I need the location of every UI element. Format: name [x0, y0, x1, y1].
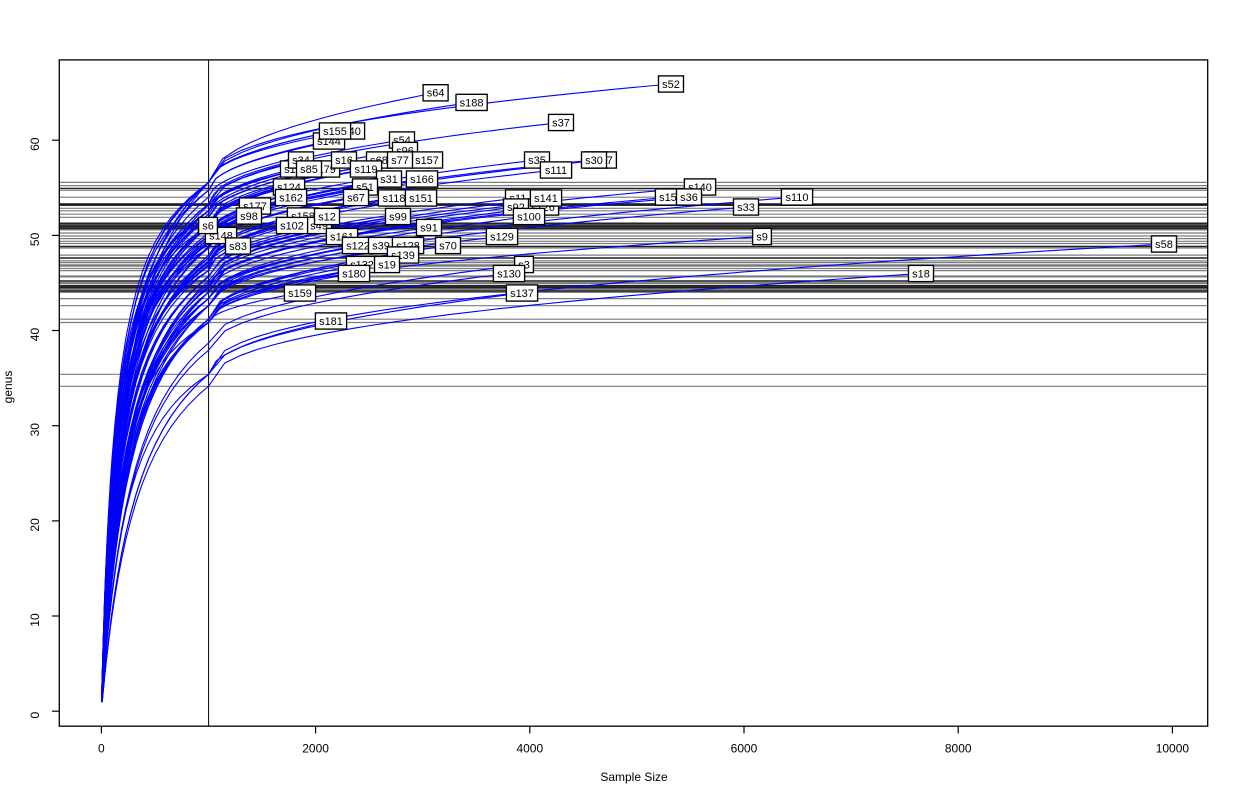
svg-text:s16: s16 — [335, 155, 353, 167]
svg-text:s37: s37 — [552, 117, 570, 129]
svg-text:s129: s129 — [490, 231, 514, 243]
svg-text:s98: s98 — [240, 211, 258, 223]
svg-text:s85: s85 — [300, 164, 318, 176]
svg-text:s122: s122 — [346, 240, 370, 252]
svg-text:s181: s181 — [319, 316, 343, 328]
svg-text:60: 60 — [28, 137, 42, 151]
svg-text:s188: s188 — [460, 97, 484, 109]
svg-text:s137: s137 — [510, 288, 534, 300]
svg-text:s99: s99 — [389, 211, 407, 223]
svg-text:s12: s12 — [318, 211, 336, 223]
svg-text:s166: s166 — [410, 174, 434, 186]
svg-text:40: 40 — [28, 328, 42, 342]
svg-text:0: 0 — [98, 742, 105, 756]
svg-text:s180: s180 — [342, 268, 366, 280]
svg-text:s111: s111 — [545, 165, 567, 177]
svg-text:s155: s155 — [323, 126, 347, 138]
svg-text:s100: s100 — [517, 211, 541, 223]
svg-text:s18: s18 — [912, 268, 930, 280]
svg-text:30: 30 — [28, 423, 42, 437]
svg-text:s141: s141 — [534, 193, 558, 205]
svg-text:s130: s130 — [497, 268, 521, 280]
svg-text:s64: s64 — [427, 88, 445, 100]
svg-text:s162: s162 — [279, 192, 303, 204]
svg-text:s118: s118 — [382, 193, 405, 205]
svg-text:50: 50 — [28, 232, 42, 246]
svg-text:6000: 6000 — [731, 742, 758, 756]
svg-text:s67: s67 — [347, 192, 365, 204]
svg-text:s70: s70 — [439, 240, 457, 252]
svg-text:s110: s110 — [785, 192, 808, 204]
svg-text:s36: s36 — [680, 192, 698, 204]
svg-text:Sample Size: Sample Size — [600, 770, 668, 784]
svg-text:s159: s159 — [288, 288, 312, 300]
svg-text:s9: s9 — [756, 231, 768, 243]
svg-text:s52: s52 — [662, 79, 680, 91]
svg-text:genus: genus — [1, 371, 15, 404]
svg-text:10: 10 — [28, 613, 42, 627]
svg-text:20: 20 — [28, 518, 42, 532]
svg-text:s39: s39 — [372, 240, 390, 252]
svg-text:8000: 8000 — [945, 742, 972, 756]
svg-text:s31: s31 — [380, 174, 398, 186]
svg-text:s119: s119 — [354, 164, 377, 176]
svg-text:10000: 10000 — [1156, 742, 1190, 756]
svg-text:s83: s83 — [229, 241, 247, 253]
svg-text:s91: s91 — [420, 222, 438, 234]
svg-text:s30: s30 — [585, 155, 603, 167]
svg-text:s77: s77 — [391, 155, 409, 167]
svg-text:s58: s58 — [1155, 239, 1173, 251]
svg-text:s6: s6 — [202, 220, 214, 232]
svg-text:s151: s151 — [409, 193, 433, 205]
svg-text:2000: 2000 — [302, 742, 329, 756]
svg-text:0: 0 — [28, 712, 42, 719]
svg-text:s19: s19 — [378, 259, 396, 271]
svg-text:s157: s157 — [415, 155, 439, 167]
svg-text:s33: s33 — [737, 202, 755, 214]
svg-text:4000: 4000 — [516, 742, 543, 756]
svg-text:s102: s102 — [280, 220, 304, 232]
